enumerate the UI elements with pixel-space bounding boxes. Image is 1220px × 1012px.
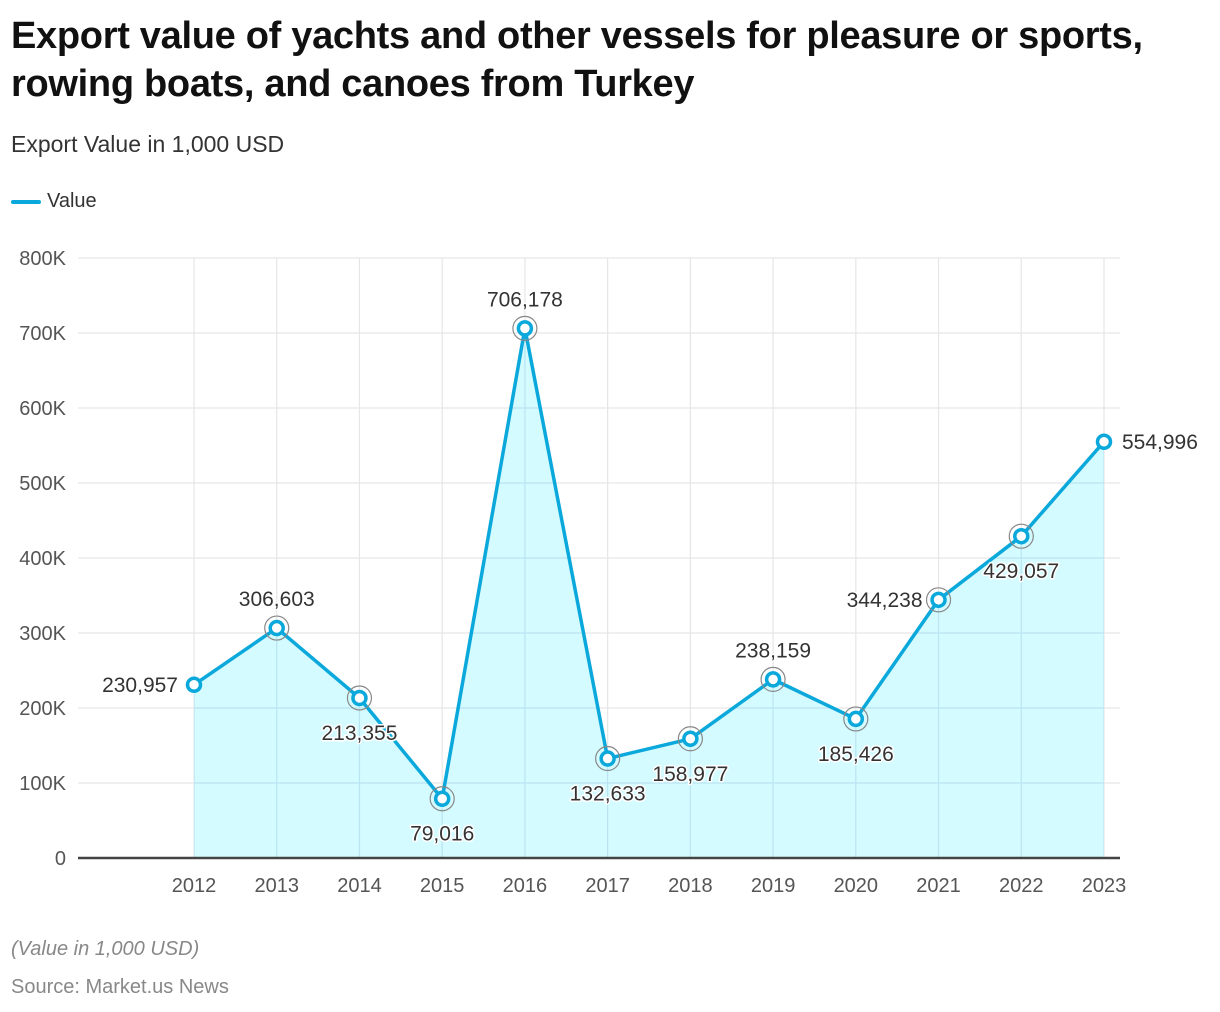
data-label: 238,159 [735,639,811,662]
x-tick-label: 2022 [999,875,1044,897]
y-tick-label: 500K [19,473,66,495]
data-point-highlight-ring [429,786,455,812]
data-point-highlight-ring [512,315,538,341]
data-point [599,750,616,767]
x-tick-label: 2012 [172,875,217,897]
x-tick-label: 2015 [420,875,465,897]
x-tick-label: 2020 [834,875,879,897]
data-point [516,320,534,337]
legend-label: Value [47,190,97,212]
y-tick-label: 100K [19,773,66,795]
x-tick-label: 2019 [751,875,796,897]
data-point-highlight-ring [346,685,373,711]
data-labels: 230,957 306,603 213,355 79,016 706,178 132,63… [101,287,1200,847]
chart-subtitle: Export Value in 1,000 USD [11,131,285,157]
data-point [764,671,782,688]
y-tick-label: 200K [19,698,66,720]
data-point [1013,527,1030,545]
source-credit: Source: Market.us News [11,976,229,998]
x-tick-label: 2018 [668,875,713,897]
y-tick-label: 300K [19,623,66,645]
data-point [351,689,368,707]
data-point [847,710,865,728]
area-fill [194,328,1104,859]
data-label: 158,977 [652,763,728,786]
data-label: 132,633 [570,783,646,806]
data-label: 79,016 [410,823,474,846]
y-axis-tick-labels: 0 100K 200K 300K 400K 500K 600K 700K 800K [19,248,66,870]
x-tick-label: 2021 [916,875,961,897]
x-tick-label: 2014 [337,875,382,897]
x-tick-label: 2013 [254,875,299,897]
data-label: 306,603 [239,588,315,611]
x-tick-label: 2017 [585,875,630,897]
data-point-markers [185,315,1113,812]
data-point-highlight-ring [760,666,786,692]
data-point-highlight-ring [843,706,869,732]
y-tick-label: 600K [19,398,66,420]
data-point-highlight-ring [1008,523,1034,549]
data-label: 429,057 [983,560,1059,583]
data-point [1095,433,1113,451]
y-tick-label: 800K [19,248,66,270]
data-point [682,730,699,748]
data-label: 213,355 [321,722,397,745]
data-label: 706,178 [487,288,563,311]
legend-line-swatch-icon [11,199,41,204]
data-point-highlight-ring [264,615,290,641]
data-point [185,676,203,694]
y-tick-label: 0 [55,848,66,870]
data-point-highlight-ring [595,745,621,772]
data-label: 230,957 [102,674,178,697]
series-line-value [193,326,1106,801]
data-point [433,790,451,807]
data-point [930,591,947,609]
y-tick-label: 700K [19,323,66,345]
data-point [268,619,285,637]
data-label: 554,996 [1122,431,1198,454]
legend[interactable]: Value [11,190,97,213]
data-point-highlight-ring [677,726,703,752]
footnote: (Value in 1,000 USD) [11,938,200,960]
data-label: 185,426 [818,743,894,766]
y-tick-label: 400K [19,548,66,570]
data-label: 344,238 [847,589,923,612]
x-tick-label: 2016 [503,875,548,897]
x-tick-label: 2023 [1082,875,1127,897]
chart-title: Export value of yachts and other vessels… [11,15,1143,105]
x-axis-tick-labels: 2012 2013 2014 2015 2016 2017 2018 2019 2020 2021… [172,875,1127,897]
data-point-highlight-ring [925,587,952,613]
